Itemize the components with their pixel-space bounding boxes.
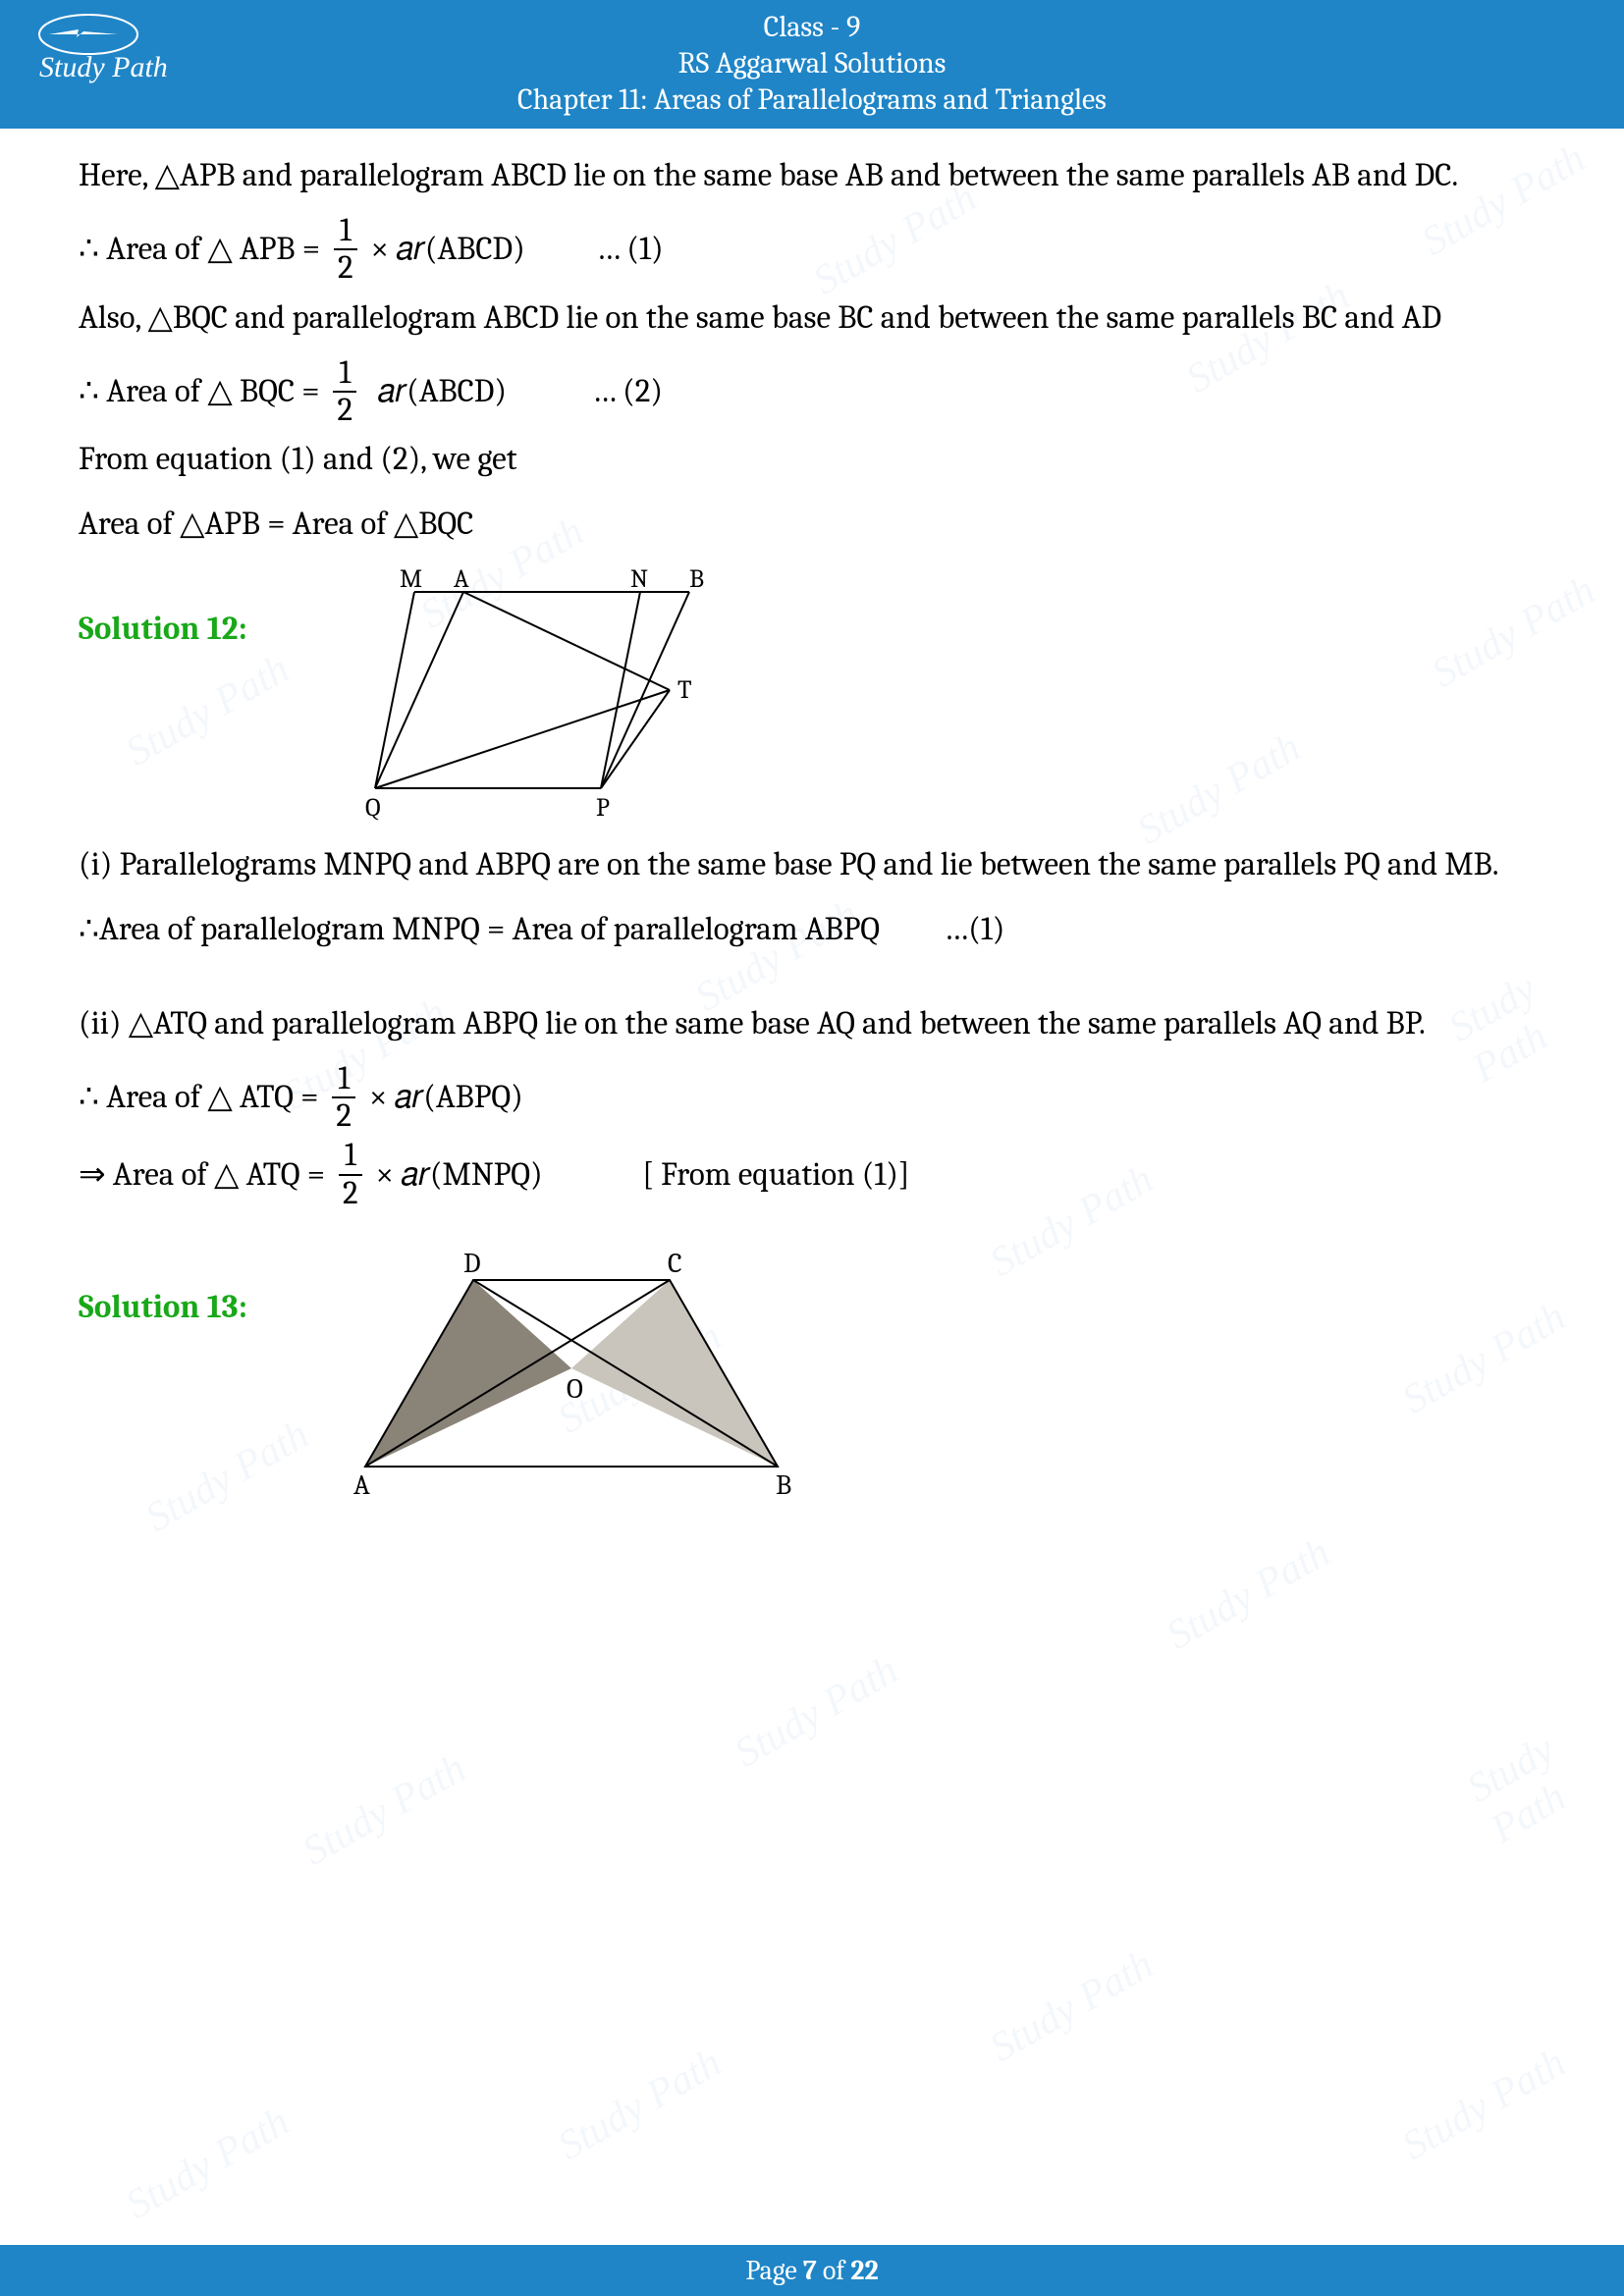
equation-4: ⇒ Area of △ ATQ = 1 2 × 𝑎𝑟(MNPQ) [ From … [79, 1138, 1545, 1211]
header-class: Class - 9 [0, 10, 1624, 44]
eq-text: ∴ Area of △ ATQ = [79, 1070, 318, 1125]
denominator: 2 [332, 250, 359, 286]
svg-text:D: D [463, 1248, 481, 1279]
solution-13-title: Solution 13: [79, 1280, 247, 1335]
figure-12: M A N B T Q P [346, 562, 797, 837]
footer-pre: Page [745, 2255, 803, 2286]
paragraph: Area of △APB = Area of △BQC [79, 497, 1545, 552]
fraction: 1 2 [332, 213, 359, 287]
paragraph: (ii) △ATQ and parallelogram ABPQ lie on … [79, 996, 1545, 1051]
svg-text:B: B [689, 564, 704, 594]
svg-text:N: N [630, 564, 648, 594]
figure-13: D C O A B [326, 1241, 837, 1516]
fraction: 1 2 [332, 355, 359, 429]
study-path-logo: Study Path [29, 10, 226, 88]
eq-text: × 𝑎𝑟(ABCD) … (1) [371, 222, 664, 277]
watermark: Study Path [1459, 1696, 1624, 1853]
svg-text:P: P [596, 793, 610, 823]
footer-mid: of [817, 2255, 851, 2286]
denominator: 2 [332, 393, 359, 428]
svg-text:B: B [776, 1469, 791, 1501]
svg-text:O: O [567, 1373, 583, 1405]
page-header: Study Path Class - 9 RS Aggarwal Solutio… [0, 0, 1624, 129]
paragraph: (i) Parallelograms MNPQ and ABPQ are on … [79, 837, 1545, 892]
fraction: 1 2 [330, 1061, 357, 1135]
header-chapter: Chapter 11: Areas of Parallelograms and … [0, 82, 1624, 117]
footer-total: 22 [850, 2255, 878, 2286]
watermark: Study Path [550, 2039, 730, 2169]
eq-text: × 𝑎𝑟(MNPQ) [ From equation (1)] [376, 1148, 910, 1202]
eq-text: 𝑎𝑟(ABCD) … (2) [370, 364, 663, 419]
eq-text: ∴ Area of △ BQC = [79, 364, 320, 419]
paragraph: Also, △BQC and parallelogram ABCD lie on… [79, 291, 1545, 346]
eq-text: ∴ Area of △ APB = [79, 222, 320, 277]
svg-text:A: A [353, 1469, 370, 1501]
watermark: Study Path [1394, 2039, 1574, 2169]
svg-text:M: M [400, 564, 422, 594]
paragraph: ∴Area of parallelogram MNPQ = Area of pa… [79, 902, 1545, 957]
eq-text: × 𝑎𝑟(ABPQ) [369, 1070, 523, 1125]
denominator: 2 [330, 1098, 357, 1134]
numerator: 1 [339, 1138, 362, 1175]
fraction: 1 2 [337, 1138, 364, 1211]
paragraph: Here, △APB and parallelogram ABCD lie on… [79, 148, 1545, 203]
numerator: 1 [334, 213, 357, 250]
page-footer: Page 7 of 22 [0, 2245, 1624, 2296]
svg-text:T: T [677, 675, 691, 705]
paragraph: From equation (1) and (2), we get [79, 432, 1545, 487]
denominator: 2 [337, 1176, 364, 1211]
watermark: Study Path [727, 1646, 906, 1777]
footer-page-num: 7 [803, 2255, 817, 2286]
equation-2: ∴ Area of △ BQC = 1 2 𝑎𝑟(ABCD) … (2) [79, 355, 1545, 429]
watermark: Study Path [1159, 1528, 1338, 1659]
numerator: 1 [332, 1061, 355, 1098]
header-title: RS Aggarwal Solutions [0, 46, 1624, 80]
watermark: Study Path [295, 1744, 474, 1875]
svg-text:A: A [454, 564, 469, 594]
watermark: Study Path [118, 2098, 298, 2228]
solution-12-title: Solution 12: [79, 602, 247, 657]
equation-1: ∴ Area of △ APB = 1 2 × 𝑎𝑟(ABCD) … (1) [79, 213, 1545, 287]
eq-text: ⇒ Area of △ ATQ = [79, 1148, 325, 1202]
numerator: 1 [333, 355, 356, 393]
svg-text:Q: Q [365, 793, 381, 823]
svg-text:Study Path: Study Path [39, 51, 168, 83]
equation-3: ∴ Area of △ ATQ = 1 2 × 𝑎𝑟(ABPQ) [79, 1061, 1545, 1135]
page-content: Here, △APB and parallelogram ABCD lie on… [0, 129, 1624, 1516]
svg-text:C: C [668, 1248, 682, 1279]
watermark: Study Path [982, 1941, 1162, 2071]
